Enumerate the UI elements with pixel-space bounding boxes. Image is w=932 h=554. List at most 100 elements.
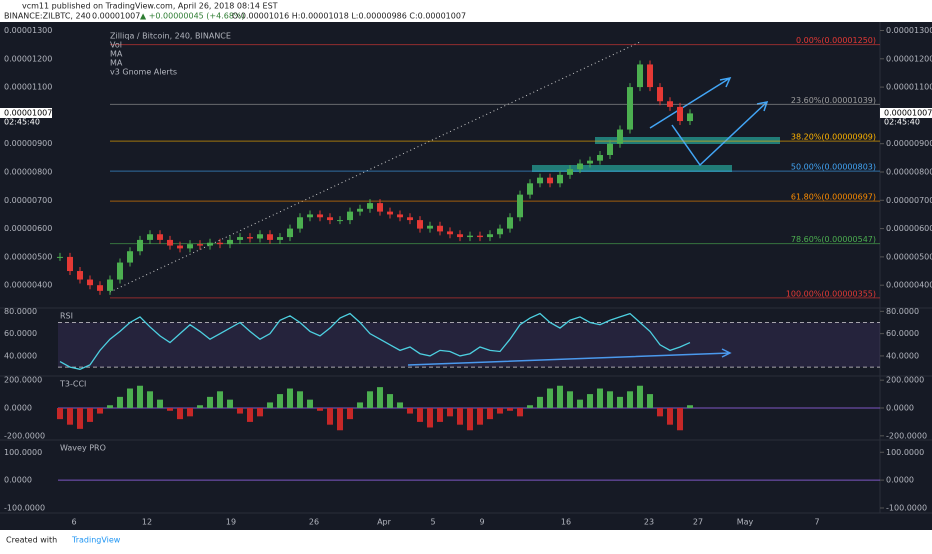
candle xyxy=(97,285,103,291)
candle xyxy=(207,242,213,246)
y-tick-label: 80.0000 xyxy=(4,307,37,316)
y-tick-label: 0.00000600 xyxy=(886,224,932,233)
y-tick-label: 0.00000400 xyxy=(886,281,932,290)
candle xyxy=(557,174,563,184)
cci-bar xyxy=(527,405,533,408)
cci-bar xyxy=(437,408,443,422)
cci-bar xyxy=(267,402,273,408)
symbol: BINANCE:ZILBTC, 240 xyxy=(4,12,91,21)
candle xyxy=(447,231,453,235)
fib-label: 38.20%(0.00000909) xyxy=(791,133,876,142)
cci-bar xyxy=(227,399,233,408)
change: ▲ +0.00000045 (+4.68%) xyxy=(140,12,245,21)
candle xyxy=(687,113,693,122)
candle xyxy=(147,234,153,240)
candle xyxy=(117,262,123,280)
candle xyxy=(627,87,633,130)
legend-item: Zilliqa / Bitcoin, 240, BINANCE xyxy=(110,32,231,41)
cci-bar xyxy=(557,385,563,408)
cci-bar xyxy=(517,408,523,417)
y-tick-label: 0.0000 xyxy=(886,476,914,485)
cci-bar xyxy=(597,388,603,408)
candle xyxy=(307,214,313,218)
x-tick-label: 27 xyxy=(693,518,703,527)
cci-bar xyxy=(137,385,143,408)
cci-bar xyxy=(187,408,193,417)
cci-bar xyxy=(167,408,173,411)
candle xyxy=(287,228,293,238)
y-tick-label: 0.0000 xyxy=(4,404,32,413)
x-tick-label: 7 xyxy=(814,518,819,527)
fib-label: 61.80%(0.00000697) xyxy=(791,193,876,202)
y-tick-label: 0.00001200 xyxy=(886,54,932,63)
rsi-line xyxy=(59,312,691,370)
candle xyxy=(577,163,583,170)
cci-bar xyxy=(587,394,593,408)
y-tick-label: 0.00000600 xyxy=(4,224,52,233)
candle xyxy=(537,177,543,184)
cci-bar xyxy=(147,391,153,408)
cci-bar xyxy=(217,391,223,408)
cci-bar xyxy=(247,408,253,422)
legend-item: MA xyxy=(110,59,123,68)
candle xyxy=(167,239,173,246)
panel-title: T3-CCI xyxy=(59,380,86,389)
x-tick-label: 6 xyxy=(71,518,76,527)
y-tick-label: -100.0000 xyxy=(886,503,927,512)
candle xyxy=(487,234,493,238)
y-tick-label: 0.00000800 xyxy=(4,167,52,176)
x-tick-label: 19 xyxy=(226,518,236,527)
panel-title: RSI xyxy=(60,312,73,321)
candle xyxy=(507,217,513,229)
cci-bar xyxy=(197,405,203,408)
candle xyxy=(467,235,473,238)
panel-title: Wavey PRO xyxy=(60,444,106,453)
y-tick-label: 0.0000 xyxy=(4,476,32,485)
candle xyxy=(127,251,133,263)
cci-bar xyxy=(117,396,123,408)
y-tick-label: 0.00000500 xyxy=(886,252,932,261)
arrows xyxy=(407,76,769,366)
y-tick-label: 0.00000900 xyxy=(886,139,932,148)
candle xyxy=(567,169,573,175)
candle xyxy=(667,101,673,107)
zone xyxy=(532,165,732,172)
cci-bar xyxy=(507,408,513,411)
x-tick-label: 9 xyxy=(479,518,484,527)
y-tick-label: 0.00001200 xyxy=(4,54,52,63)
candle xyxy=(277,237,283,240)
cci-bar xyxy=(287,388,293,408)
candle xyxy=(237,237,243,240)
candle xyxy=(607,143,613,156)
y-tick-label: 200.0000 xyxy=(886,376,924,385)
candle xyxy=(657,87,663,102)
cci-bar xyxy=(447,408,453,417)
candle xyxy=(387,211,393,215)
cci-bar xyxy=(487,408,493,420)
candle xyxy=(497,228,503,235)
cci-bar xyxy=(67,408,73,425)
cci-bar xyxy=(237,408,243,414)
chart-bg xyxy=(0,22,932,530)
x-tick-label: May xyxy=(737,518,754,527)
candle xyxy=(677,106,683,122)
cci-bar xyxy=(677,408,683,431)
cci-bar xyxy=(307,399,313,408)
cci-bar xyxy=(607,391,613,408)
candle xyxy=(477,235,483,238)
y-tick-label: 0.00001100 xyxy=(4,83,52,92)
candle xyxy=(327,217,333,221)
candle xyxy=(157,234,163,240)
y-tick-label: 0.00000500 xyxy=(4,252,52,261)
y-tick-label: 0.00000700 xyxy=(4,196,52,205)
cci-bar xyxy=(617,396,623,408)
last: 0.00001007 xyxy=(92,12,140,21)
cci-bar xyxy=(397,402,403,408)
y-tick-label: 40.0000 xyxy=(886,351,919,360)
candle xyxy=(227,239,233,245)
candle xyxy=(337,220,343,222)
cci-bar xyxy=(577,399,583,408)
cci-bar xyxy=(317,408,323,411)
cci-bar xyxy=(327,408,333,425)
